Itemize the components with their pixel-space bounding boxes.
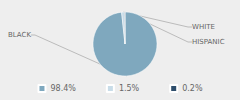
- svg-text:BLACK: BLACK: [8, 31, 31, 39]
- svg-text:98.4%: 98.4%: [50, 84, 76, 93]
- svg-text:1.5%: 1.5%: [119, 84, 140, 93]
- svg-text:0.2%: 0.2%: [182, 84, 203, 93]
- svg-text:WHITE: WHITE: [192, 23, 215, 31]
- svg-text:HISPANIC: HISPANIC: [192, 38, 225, 46]
